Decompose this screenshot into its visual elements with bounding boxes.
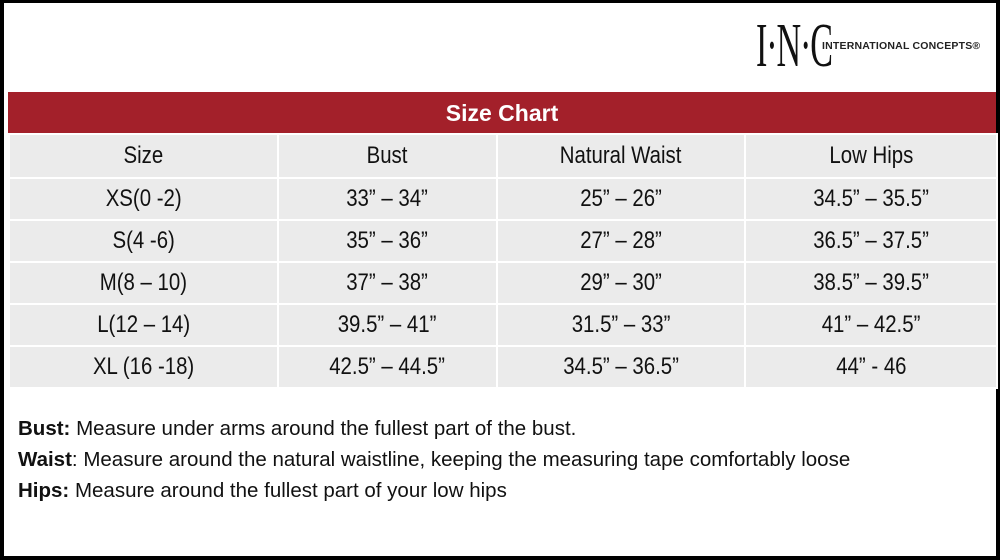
cell-text: 27” – 28” (580, 227, 662, 254)
column-header: Size (8, 133, 279, 179)
cell-text: Low Hips (829, 142, 913, 169)
cell-text: 34.5” – 36.5” (563, 353, 679, 380)
cell-text: 36.5” – 37.5” (813, 227, 929, 254)
table-row: S(4 -6) 35” – 36” 27” – 28” 36.5” – 37.5” (8, 219, 998, 263)
table-cell: 29” – 30” (496, 261, 746, 305)
table-cell: XL (16 -18) (8, 345, 279, 389)
table-cell: 34.5” – 35.5” (744, 177, 998, 221)
cell-text: XS(0 -2) (105, 185, 182, 212)
table-cell: 35” – 36” (277, 219, 498, 263)
cell-text: 33” – 34” (346, 185, 429, 212)
table-cell: S(4 -6) (8, 219, 279, 263)
note-bust: Bust: Measure under arms around the full… (18, 417, 577, 440)
cell-text: 35” – 36” (346, 227, 429, 254)
cell-text: XL (16 -18) (92, 353, 195, 380)
table-cell: 38.5” – 39.5” (744, 261, 998, 305)
cell-text: 38.5” – 39.5” (813, 269, 929, 296)
column-header: Bust (277, 133, 498, 179)
cell-text: 44” - 46 (835, 353, 907, 380)
table-cell: M(8 – 10) (8, 261, 279, 305)
column-header: Low Hips (744, 133, 998, 179)
column-header: Natural Waist (496, 133, 746, 179)
table-row: XL (16 -18) 42.5” – 44.5” 34.5” – 36.5” 44”… (8, 345, 998, 389)
cell-text: 42.5” – 44.5” (329, 353, 446, 380)
cell-text: 25” – 26” (580, 185, 662, 212)
note-waist: Waist: Measure around the natural waistl… (18, 448, 851, 471)
table-cell: 36.5” – 37.5” (744, 219, 998, 263)
cell-text: 37” – 38” (346, 269, 429, 296)
inc-logo: I·N·C INTERNATIONAL CONCEPTS® (756, 15, 980, 77)
header-row: Size Bust Natural Waist Low Hips (8, 133, 998, 179)
cell-text: 29” – 30” (580, 269, 662, 296)
cell-text: 41” – 42.5” (821, 311, 921, 338)
table-row: L(12 – 14) 39.5” – 41” 31.5” – 33” 41” – 42… (8, 303, 998, 347)
table-cell: L(12 – 14) (8, 303, 279, 347)
table-cell: 33” – 34” (277, 177, 498, 221)
logo-mark: I·N·C (756, 12, 833, 80)
cell-text: M(8 – 10) (99, 269, 188, 296)
table-row: XS(0 -2) 33” – 34” 25” – 26” 34.5” – 35.5” (8, 177, 998, 221)
cell-text: 39.5” – 41” (338, 311, 437, 338)
table-row: M(8 – 10) 37” – 38” 29” – 30” 38.5” – 39.5” (8, 261, 998, 305)
table-cell: 31.5” – 33” (496, 303, 746, 347)
table-cell: 42.5” – 44.5” (277, 345, 498, 389)
table-cell: 44” - 46 (744, 345, 998, 389)
table-cell: XS(0 -2) (8, 177, 279, 221)
table-cell: 39.5” – 41” (277, 303, 498, 347)
cell-text: 34.5” – 35.5” (813, 185, 929, 212)
size-chart-title: Size Chart (8, 92, 996, 133)
table-cell: 25” – 26” (496, 177, 746, 221)
table-cell: 27” – 28” (496, 219, 746, 263)
cell-text: Size (123, 142, 164, 169)
table-cell: 37” – 38” (277, 261, 498, 305)
cell-text: L(12 – 14) (97, 311, 190, 338)
note-hips: Hips: Measure around the fullest part of… (18, 479, 507, 502)
cell-text: Natural Waist (560, 142, 682, 169)
cell-text: Bust (367, 142, 408, 169)
size-table: Size Bust Natural Waist Low Hips XS(0 -2) 33”… (8, 133, 998, 389)
logo-text: INTERNATIONAL CONCEPTS® (822, 40, 981, 52)
cell-text: 31.5” – 33” (571, 311, 671, 338)
table-cell: 41” – 42.5” (744, 303, 998, 347)
measurement-notes: Bust: Measure under arms around the full… (18, 413, 978, 506)
cell-text: S(4 -6) (112, 227, 175, 254)
table-cell: 34.5” – 36.5” (496, 345, 746, 389)
